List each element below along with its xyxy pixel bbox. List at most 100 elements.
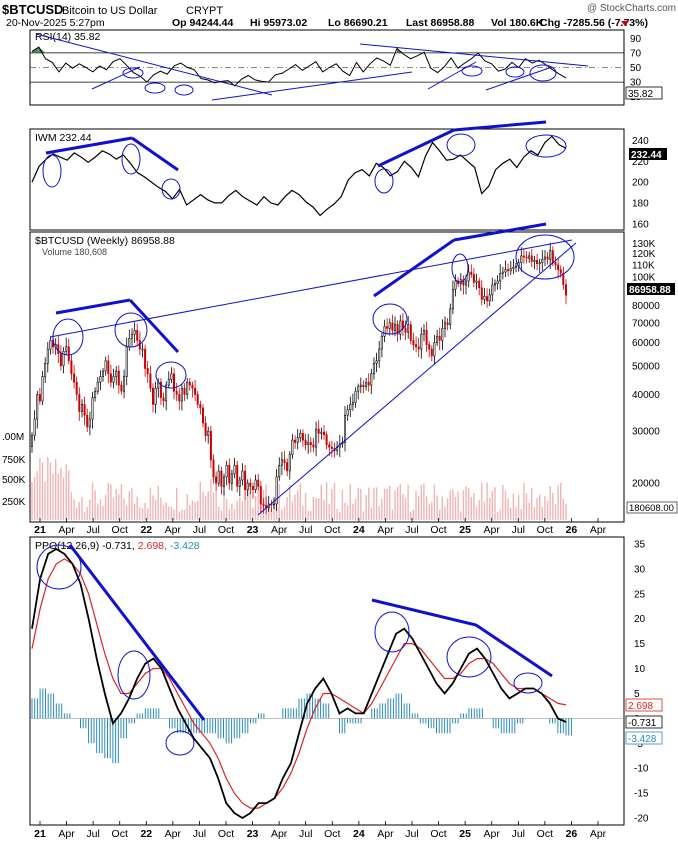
- volume-bar: [289, 485, 291, 520]
- candle-body: [94, 390, 97, 398]
- candle-body: [380, 335, 383, 350]
- candle-body: [186, 381, 189, 395]
- candle-body: [551, 250, 554, 263]
- rsi-circle-4: [461, 65, 483, 77]
- candle-body: [475, 280, 478, 283]
- price-circle-3: [155, 361, 187, 389]
- candle-body: [438, 335, 441, 341]
- candle-body: [486, 296, 489, 302]
- candle-body: [141, 348, 144, 351]
- volume-bar: [504, 490, 507, 520]
- volume-bar: [139, 507, 141, 520]
- rsi-trendline-4: [359, 43, 589, 67]
- volume-bar: [320, 484, 322, 520]
- candle-body: [204, 422, 207, 436]
- volume-bar: [528, 502, 530, 520]
- candle-body: [472, 274, 475, 283]
- volume-bar: [191, 500, 194, 520]
- candle-body: [496, 280, 499, 285]
- candle-body: [409, 324, 412, 341]
- volume-bar: [486, 482, 488, 520]
- ppo-circle-4: [374, 611, 410, 653]
- volume-bar: [541, 506, 543, 520]
- volume-bar: [186, 494, 188, 520]
- price-x-label: Apr: [58, 524, 75, 536]
- price-x-label: Apr: [271, 524, 288, 536]
- volume-bar: [467, 488, 470, 520]
- volume-bar: [536, 498, 538, 520]
- volume-bar: [394, 490, 396, 520]
- volume-bar: [223, 490, 225, 520]
- ppo-panel: PPO(12,26,9) -0.731, 2.698, -3.428 -20-1…: [29, 536, 663, 840]
- rsi-panel: RSI(14) 35.82 1030507090 35.82: [29, 29, 663, 106]
- candle-body: [91, 397, 94, 420]
- price-axis-ticks: 20000 30000 40000 50000 60000 70000 80000 100K 1…: [632, 239, 660, 490]
- iwm-line: [31, 135, 567, 217]
- price-x-label: Oct: [112, 524, 128, 536]
- candle-body: [275, 476, 278, 505]
- price-circle-5: [451, 253, 469, 283]
- volume-bar: [323, 500, 325, 520]
- ppo-tick-label: -15: [634, 789, 649, 800]
- price-tick-label: 60000: [632, 338, 660, 349]
- candle-body: [370, 373, 373, 386]
- candle-body: [449, 308, 452, 325]
- candle-body: [528, 255, 531, 259]
- candle-body: [62, 350, 65, 367]
- candle-body: [178, 394, 181, 402]
- candle-body: [512, 266, 515, 269]
- rsi-tick-label: 90: [630, 34, 642, 45]
- volume-bars: [31, 457, 567, 520]
- volume-bar: [344, 502, 346, 520]
- candle-body: [299, 433, 302, 439]
- candle-body: [535, 259, 538, 264]
- volume-bar: [239, 497, 241, 520]
- volume-bar: [402, 494, 404, 520]
- candle-body: [78, 394, 81, 412]
- candle-body: [75, 381, 78, 395]
- candle-body: [420, 333, 423, 350]
- candle-body: [441, 328, 444, 341]
- volume-bar: [89, 499, 91, 520]
- candle-body: [207, 430, 210, 436]
- candle-body: [375, 360, 378, 364]
- volume-bar: [341, 490, 344, 520]
- volume-bar: [70, 492, 73, 520]
- candle-body: [525, 256, 528, 259]
- candle-body: [499, 272, 502, 282]
- price-tick-label: 80000: [632, 301, 660, 312]
- volume-bar: [481, 482, 483, 520]
- ppo-x-label: Jul: [86, 828, 99, 840]
- volume-bar: [170, 506, 173, 520]
- candle-body: [41, 376, 44, 402]
- volume-bar: [439, 509, 441, 520]
- volume-bar: [391, 509, 394, 520]
- candle-body: [443, 322, 446, 329]
- volume-bar: [423, 483, 425, 520]
- ppo-x-label: Oct: [430, 828, 446, 840]
- ppo-signal-tag: [625, 698, 663, 712]
- candle-body: [125, 346, 128, 377]
- price-x-label: 25: [459, 524, 471, 536]
- candle-body: [165, 384, 168, 402]
- ppo-axis-ticks: -20-15-10-505101520253035: [30, 540, 649, 825]
- volume-bar: [220, 510, 223, 520]
- ppo-circle-6: [513, 672, 543, 694]
- ppo-circle-3: [165, 730, 195, 756]
- volume-bar: [562, 499, 564, 520]
- last-label: Last 86958.88: [406, 17, 474, 29]
- price-trend-thick-2: [128, 298, 180, 354]
- candle-body: [251, 486, 254, 490]
- volume-bar: [144, 502, 146, 520]
- volume-bar: [133, 503, 136, 520]
- ppo-title: PPO(12,26,9) -0.731, 2.698, -3.428: [35, 540, 200, 552]
- candle-body: [557, 264, 560, 270]
- volume-bar: [81, 497, 83, 520]
- volume-bar: [381, 498, 383, 520]
- ppo-x-label: Apr: [377, 828, 394, 840]
- candle-body: [564, 284, 567, 296]
- volume-bar: [189, 504, 191, 520]
- volume-bar: [533, 507, 536, 520]
- candle-body: [246, 482, 249, 491]
- volume-bar: [215, 491, 217, 520]
